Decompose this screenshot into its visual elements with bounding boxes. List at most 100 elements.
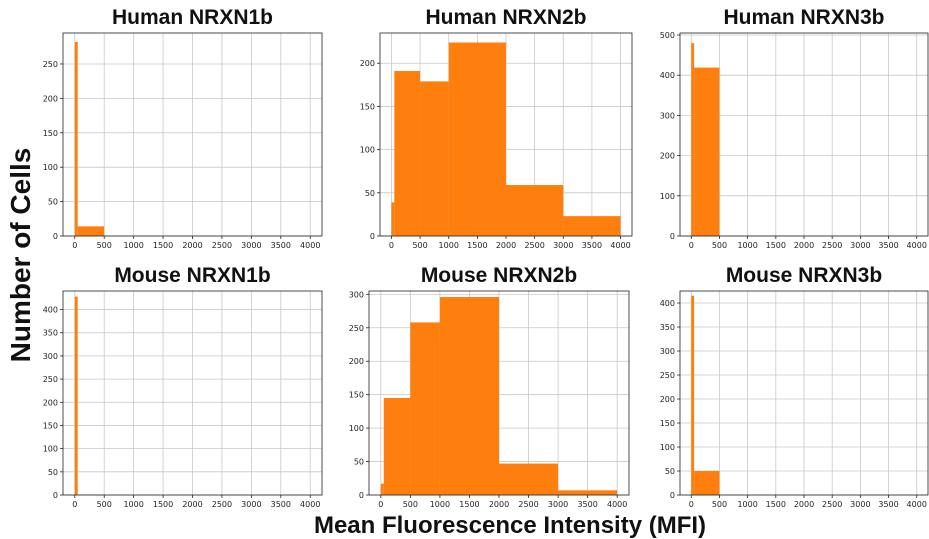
y-tick-label: 300: [349, 290, 364, 299]
x-tick-label: 3000: [548, 500, 568, 509]
histogram-bar: [391, 202, 395, 236]
x-tick-label: 1500: [766, 241, 786, 250]
histogram-bar: [691, 295, 695, 495]
histogram-bar: [420, 81, 449, 236]
x-tick-label: 500: [712, 241, 727, 250]
y-tick-label: 500: [660, 31, 675, 40]
panel-title: Human NRXN1b: [112, 6, 273, 29]
x-tick-label: 2000: [794, 241, 814, 250]
y-tick-label: 150: [360, 102, 375, 111]
x-tick-label: 0: [389, 241, 394, 250]
x-tick-label: 3500: [582, 241, 602, 250]
histogram-bar: [380, 483, 384, 495]
x-tick-label: 1000: [123, 500, 143, 509]
histogram-bar: [563, 216, 621, 236]
y-tick-label: 150: [43, 129, 58, 138]
x-tick-label: 4000: [300, 500, 320, 509]
x-tick-label: 2500: [518, 500, 538, 509]
x-tick-label: 1500: [467, 241, 487, 250]
x-tick-label: 4000: [907, 241, 927, 250]
y-tick-label: 400: [660, 71, 675, 80]
y-tick-label: 50: [48, 198, 58, 207]
x-tick-label: 2000: [489, 500, 509, 509]
x-tick-label: 1500: [153, 241, 173, 250]
y-tick-label: 300: [43, 352, 58, 361]
histogram-bar: [383, 398, 411, 495]
x-tick-label: 500: [712, 500, 727, 509]
x-tick-label: 2000: [794, 500, 814, 509]
x-tick-label: 500: [412, 241, 427, 250]
x-tick-label: 0: [72, 241, 77, 250]
x-tick-label: 4000: [300, 241, 320, 250]
y-tick-label: 100: [43, 445, 58, 454]
histogram-bar: [439, 297, 499, 495]
x-tick-label: 2500: [212, 241, 232, 250]
histogram-bar: [558, 490, 618, 495]
x-tick-label: 2000: [182, 500, 202, 509]
y-tick-label: 350: [660, 323, 675, 332]
x-tick-label: 2500: [822, 500, 842, 509]
x-tick-label: 1000: [439, 241, 459, 250]
y-tick-label: 100: [660, 443, 675, 452]
y-tick-label: 50: [354, 458, 364, 467]
x-tick-label: 3500: [878, 241, 898, 250]
x-tick-label: 4000: [907, 500, 927, 509]
panel-title: Mouse NRXN3b: [726, 264, 882, 287]
y-tick-label: 100: [43, 163, 58, 172]
panel-title: Mouse NRXN2b: [421, 264, 577, 287]
x-tick-label: 500: [97, 500, 112, 509]
x-tick-label: 0: [72, 500, 77, 509]
x-tick-label: 3500: [878, 500, 898, 509]
y-tick-label: 0: [53, 491, 58, 500]
x-tick-label: 2000: [182, 241, 202, 250]
x-tick-label: 3500: [271, 500, 291, 509]
y-tick-label: 200: [349, 357, 364, 366]
histogram-bar: [394, 71, 421, 236]
y-tick-label: 50: [665, 467, 675, 476]
histogram-bar: [448, 42, 506, 236]
y-tick-label: 0: [670, 491, 675, 500]
histogram-bar: [694, 67, 720, 236]
x-tick-label: 1500: [153, 500, 173, 509]
y-tick-label: 250: [43, 375, 58, 384]
x-tick-label: 3500: [577, 500, 597, 509]
x-tick-label: 1000: [737, 241, 757, 250]
x-tick-label: 0: [378, 500, 383, 509]
x-tick-label: 4000: [610, 241, 630, 250]
histogram-bar: [506, 185, 564, 236]
histogram-bar: [691, 43, 695, 237]
y-tick-label: 250: [349, 324, 364, 333]
y-tick-label: 200: [43, 398, 58, 407]
y-tick-label: 150: [349, 391, 364, 400]
y-tick-label: 400: [660, 299, 675, 308]
y-tick-label: 250: [43, 60, 58, 69]
histogram-bar: [77, 226, 105, 236]
histogram-bar: [694, 471, 720, 495]
histogram-bar: [74, 41, 78, 236]
histogram-bar: [499, 463, 559, 495]
y-tick-label: 300: [660, 111, 675, 120]
x-tick-label: 3000: [241, 241, 261, 250]
y-tick-label: 50: [48, 468, 58, 477]
x-tick-label: 2500: [822, 241, 842, 250]
y-tick-label: 150: [660, 419, 675, 428]
y-tick-label: 100: [360, 146, 375, 155]
x-tick-label: 0: [689, 500, 694, 509]
x-tick-label: 1000: [737, 500, 757, 509]
x-tick-label: 500: [403, 500, 418, 509]
y-tick-label: 350: [43, 329, 58, 338]
x-axis-title: Mean Fluorescence Intensity (MFI): [314, 512, 706, 539]
y-tick-label: 150: [43, 421, 58, 430]
y-tick-label: 200: [43, 94, 58, 103]
x-tick-label: 2500: [524, 241, 544, 250]
x-tick-label: 3000: [553, 241, 573, 250]
x-tick-label: 2000: [496, 241, 516, 250]
panel-title: Human NRXN3b: [723, 6, 884, 29]
